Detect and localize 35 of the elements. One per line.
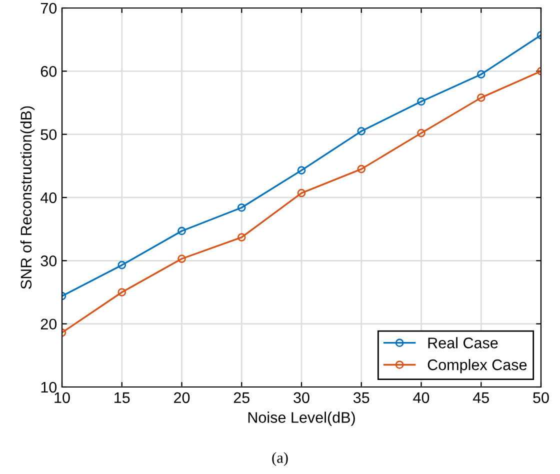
y-tick-label: 70 — [40, 2, 57, 14]
point — [118, 260, 126, 270]
point — [476, 70, 486, 78]
legend-label: Complex Case — [428, 359, 527, 374]
point — [476, 94, 486, 102]
point — [178, 226, 186, 236]
x-tick-label: 45 — [472, 392, 489, 404]
point — [178, 254, 186, 263]
point — [417, 128, 426, 138]
y-tick-label: 10 — [41, 382, 57, 393]
y-tick-label: 60 — [40, 66, 57, 77]
point — [237, 203, 246, 212]
point — [297, 166, 306, 175]
point — [118, 288, 126, 296]
x-tick-label: 35 — [353, 392, 370, 404]
point — [417, 97, 426, 106]
legend-label: Real Case — [428, 337, 498, 348]
x-tick-label: 10 — [54, 392, 70, 404]
x-axis-title: Noise Level(dB) — [248, 412, 355, 426]
point — [357, 164, 366, 174]
x-tick-label: 40 — [413, 392, 430, 404]
x-tick-label: 50 — [533, 392, 549, 404]
x-tick-label: 30 — [294, 392, 310, 404]
x-tick-label: 25 — [234, 392, 250, 404]
text: (a) — [272, 452, 288, 466]
x-tick-label: 20 — [174, 392, 190, 404]
y-tick-label: 20 — [40, 318, 57, 330]
point — [297, 188, 306, 198]
y-axis-title: SNR of Reconstruction(dB) — [20, 106, 35, 289]
y-tick-label: 40 — [40, 192, 57, 204]
point — [357, 127, 366, 136]
point — [237, 233, 246, 242]
y-tick-label: 50 — [40, 129, 57, 140]
x-tick-label: 15 — [114, 392, 130, 404]
y-tick-label: 30 — [40, 256, 57, 266]
